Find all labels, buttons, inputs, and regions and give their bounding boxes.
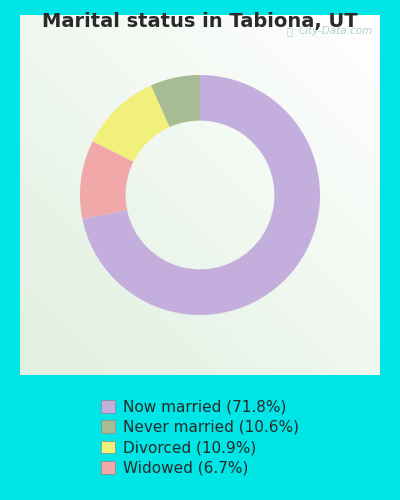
Text: Marital status in Tabiona, UT: Marital status in Tabiona, UT <box>42 12 358 32</box>
Text: ⓘ: ⓘ <box>286 26 292 36</box>
Wedge shape <box>151 75 200 127</box>
Legend: Now married (71.8%), Never married (10.6%), Divorced (10.9%), Widowed (6.7%): Now married (71.8%), Never married (10.6… <box>95 394 305 482</box>
Wedge shape <box>93 86 170 162</box>
Wedge shape <box>82 75 320 315</box>
Wedge shape <box>80 141 134 219</box>
Text: City-Data.com: City-Data.com <box>299 26 373 36</box>
